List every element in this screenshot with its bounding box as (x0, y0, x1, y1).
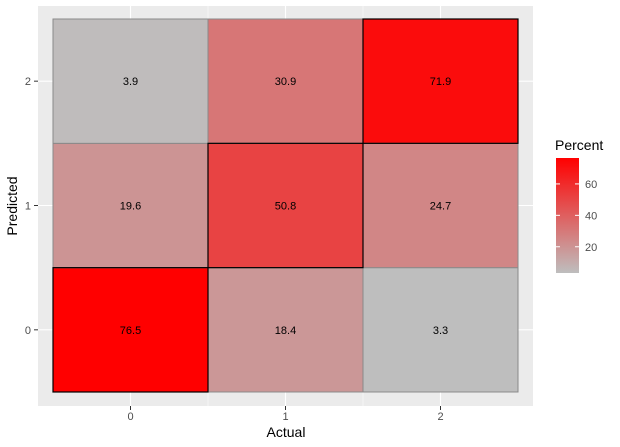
heatmap-cell (207, 142, 364, 269)
heatmap-cells (52, 18, 519, 393)
cell-value-label: 24.7 (430, 200, 451, 212)
x-tick-label: 2 (437, 411, 443, 423)
cell-value-label: 76.5 (120, 325, 141, 337)
y-tick-label: 0 (25, 325, 31, 337)
legend: Percent 20 40 60 (555, 137, 603, 273)
y-axis-ticks: 0 1 2 (25, 76, 38, 337)
highlight-cell-border (207, 142, 364, 269)
cell-value-label: 19.6 (120, 200, 141, 212)
heatmap-cell (362, 142, 519, 269)
heatmap-cell (52, 18, 209, 144)
legend-ticks: 20 40 60 (556, 179, 597, 254)
legend-tick-label: 60 (585, 179, 597, 191)
x-axis-ticks: 0 1 2 (127, 406, 444, 423)
y-axis-title: Predicted (4, 176, 20, 235)
cell-value-label: 71.9 (430, 76, 451, 88)
x-tick-label: 1 (282, 411, 288, 423)
legend-title: Percent (555, 137, 603, 153)
cell-value-label: 3.3 (433, 325, 448, 337)
highlight-cell-border (362, 18, 519, 144)
y-tick-label: 2 (25, 76, 31, 88)
legend-tick-label: 40 (585, 210, 597, 222)
legend-tick-label: 20 (585, 242, 597, 254)
heatmap-cell (52, 267, 209, 393)
heatmap-cell (207, 267, 364, 393)
heatmap-cell (362, 18, 519, 144)
x-axis-title: Actual (267, 424, 306, 440)
cell-value-label: 30.9 (275, 76, 296, 88)
cell-value-label: 50.8 (275, 200, 296, 212)
legend-colorbar (556, 158, 579, 273)
x-tick-label: 0 (127, 411, 133, 423)
heatmap-cell (362, 267, 519, 393)
cell-value-label: 18.4 (275, 325, 296, 337)
heatmap-cell (52, 142, 209, 269)
cell-value-label: 3.9 (123, 76, 138, 88)
highlight-cell-border (52, 267, 209, 393)
cell-labels: 76.5 18.4 3.3 19.6 50.8 24.7 3.9 30.9 71.9 (120, 76, 451, 337)
y-tick-label: 1 (25, 200, 31, 212)
